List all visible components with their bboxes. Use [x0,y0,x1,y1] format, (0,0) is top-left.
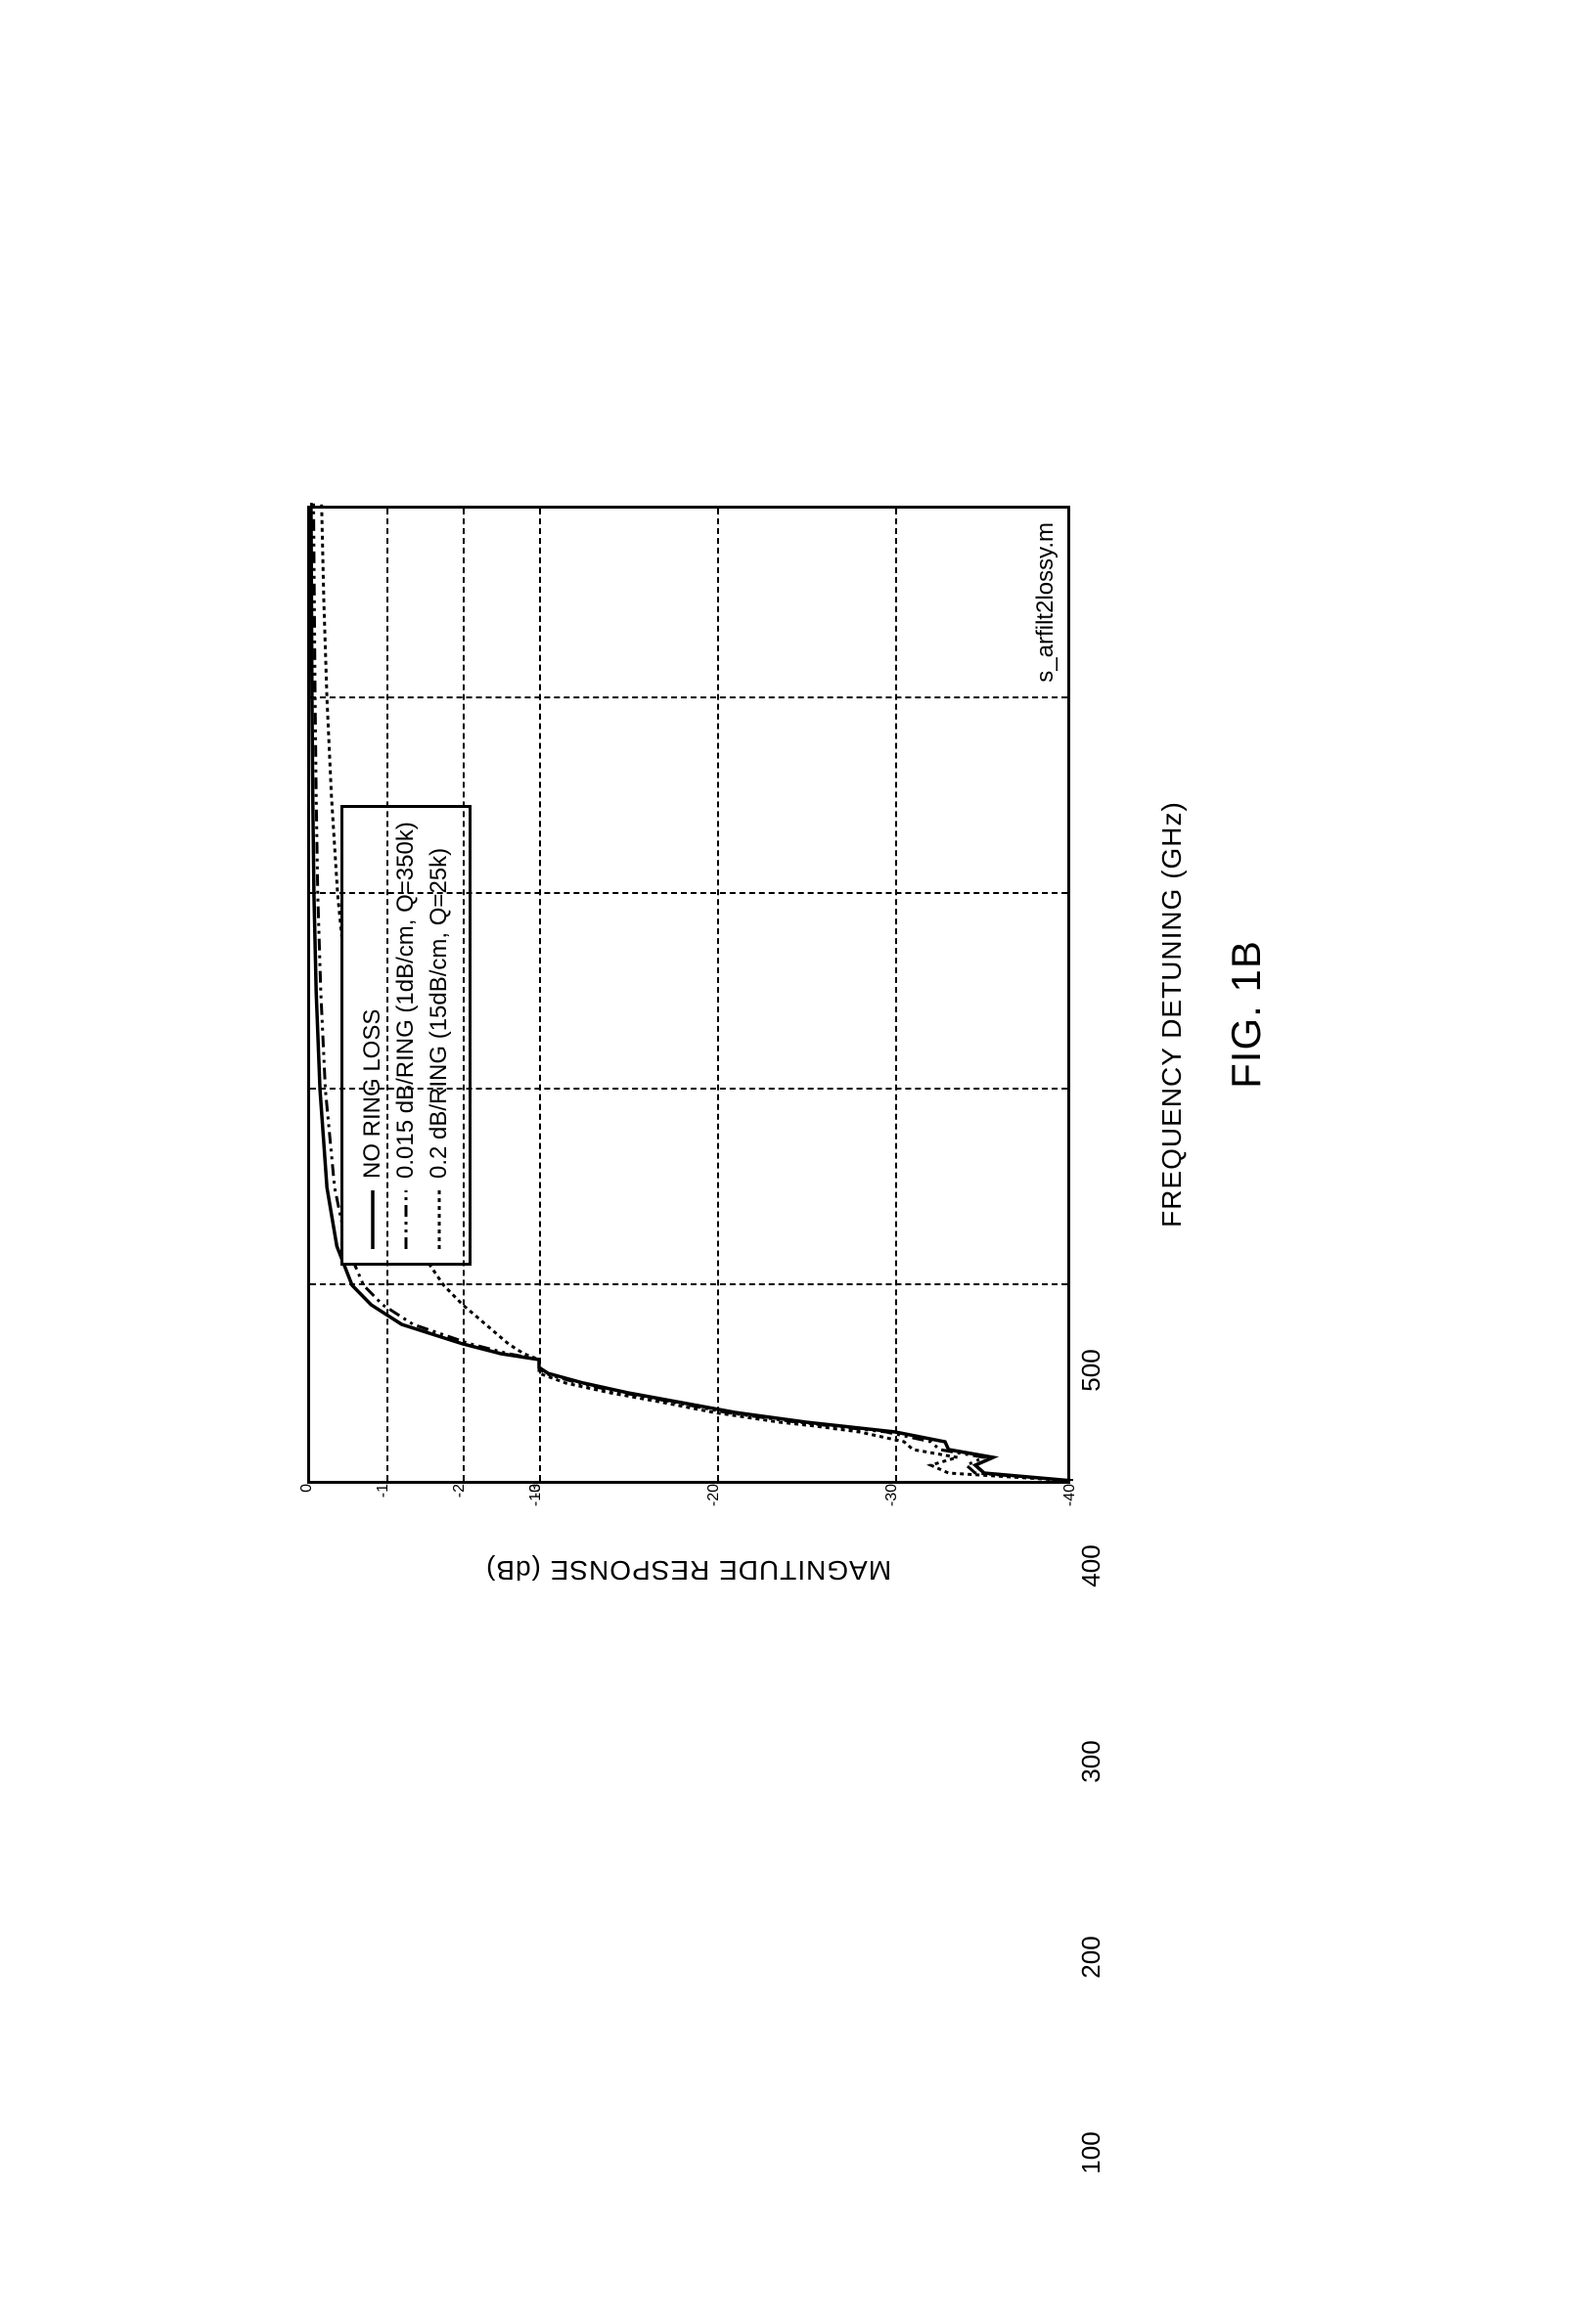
y-tick-column: 0-1-2-3-10-20-30-40 [307,1484,1070,1537]
x-tick-label: 100 [1076,2131,1106,2173]
y-tick-label: -30 [883,1484,901,1506]
plot-footnote: s_arfilt2lossy.m [1032,522,1059,683]
y-tick-label: -10 [527,1484,545,1506]
gridline-horizontal [539,509,541,1481]
gridline-vertical [310,1088,1067,1090]
x-tick-label: 400 [1076,1544,1106,1587]
chart-container: MAGNITUDE RESPONSE (dB) 0-1-2-3-10-20-30… [307,443,1270,1586]
y-tick-label: -2 [451,1484,469,1497]
legend-item: NO RING LOSS [359,822,386,1249]
gridline-horizontal [463,509,465,1481]
y-axis-label: MAGNITUDE RESPONSE (dB) [485,1554,891,1586]
x-tick-label: 300 [1076,1740,1106,1782]
x-axis-label: FREQUENCY DETUNING (GHz) [1156,801,1188,1228]
chart-top-row: MAGNITUDE RESPONSE (dB) 0-1-2-3-10-20-30… [307,443,1070,1586]
legend-label: 0.2 dB/RING (15dB/cm, Q=25k) [426,848,453,1179]
legend-label: NO RING LOSS [359,1009,386,1179]
legend-item: 0.015 dB/RING (1dB/cm, Q=350k) [392,822,420,1249]
gridline-vertical [310,1283,1067,1285]
legend-swatch [394,1190,418,1249]
plot-area: NO RING LOSS0.015 dB/RING (1dB/cm, Q=350… [307,506,1070,1484]
gridline-vertical [310,892,1067,894]
gridline-horizontal [895,509,897,1481]
x-tick-row: 0100200300400500 [1070,443,1109,1586]
x-tick-label: 500 [1076,1349,1106,1391]
legend-swatch [428,1190,451,1249]
y-tick-label: -1 [375,1484,392,1497]
y-tick-label: 0 [298,1484,316,1493]
legend-label: 0.015 dB/RING (1dB/cm, Q=350k) [392,822,420,1179]
legend-swatch [361,1190,384,1249]
gridline-horizontal [717,509,719,1481]
gridline-vertical [310,696,1067,698]
legend-box: NO RING LOSS0.015 dB/RING (1dB/cm, Q=350… [340,805,472,1266]
y-tick-label: -20 [705,1484,723,1506]
gridline-horizontal [386,509,388,1481]
x-tick-label: 200 [1076,1936,1106,1978]
legend-item: 0.2 dB/RING (15dB/cm, Q=25k) [426,822,453,1249]
figure-caption: FIG. 1B [1223,940,1270,1089]
figure-rotated-wrap: MAGNITUDE RESPONSE (dB) 0-1-2-3-10-20-30… [307,443,1270,1586]
